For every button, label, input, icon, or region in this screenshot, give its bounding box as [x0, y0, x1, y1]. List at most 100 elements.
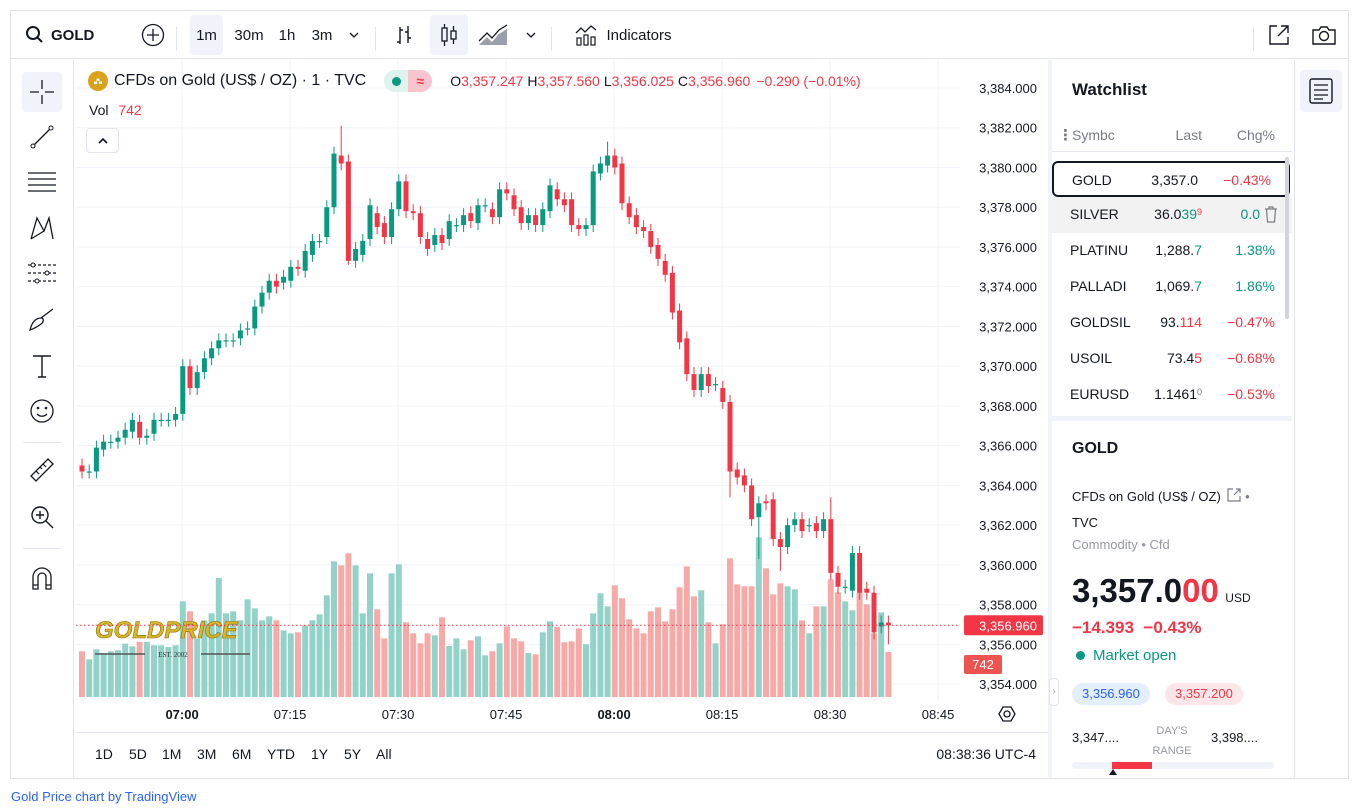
volume-bar: [633, 628, 640, 697]
column-header-last[interactable]: Last: [1175, 127, 1202, 143]
time-axis-label: 08:15: [706, 707, 739, 722]
candle-body: [612, 155, 618, 168]
candle-body: [317, 240, 323, 243]
volume-bar: [179, 601, 186, 697]
volume-bar: [619, 598, 625, 697]
interval-30m[interactable]: 30m: [234, 26, 264, 44]
indicators-button[interactable]: Indicators: [564, 15, 682, 55]
watchlist-toggle-button[interactable]: [1300, 70, 1342, 112]
brush-tool[interactable]: [22, 300, 62, 340]
candle-body: [101, 441, 107, 450]
watermark-est: EST. 2002: [158, 651, 188, 659]
candle-body: [648, 231, 654, 247]
watchlist-row[interactable]: PALLADI 1,069.7 1.86%: [1052, 269, 1292, 305]
forecast-tool[interactable]: [22, 253, 62, 293]
range-6m[interactable]: 6M: [232, 746, 252, 762]
divider: [23, 548, 61, 549]
pattern-tool[interactable]: [22, 208, 62, 248]
candle-body: [129, 419, 135, 432]
watchlist-row[interactable]: USOIL 73.45 −0.68%: [1052, 341, 1292, 377]
smiley-icon: [30, 399, 54, 423]
market-status-pill[interactable]: ≈: [384, 70, 433, 92]
snapshot-button[interactable]: [1307, 15, 1341, 55]
symbol-label: GOLD: [51, 26, 95, 44]
volume-bar: [683, 566, 690, 697]
volume-bar: [655, 607, 661, 697]
magnet-tool[interactable]: [22, 558, 62, 598]
zoom-in-tool[interactable]: [22, 497, 62, 537]
candle-body: [720, 388, 726, 402]
compare-symbol-button[interactable]: [136, 15, 170, 55]
symbol-search-button[interactable]: GOLD: [21, 15, 101, 55]
interval-3m[interactable]: 3m: [311, 26, 333, 44]
candles-chart-type-button[interactable]: [430, 15, 468, 55]
measure-tool[interactable]: [22, 450, 62, 490]
details-name[interactable]: CFDs on Gold (US$ / OZ): [1072, 489, 1221, 504]
range-ytd[interactable]: YTD: [267, 746, 295, 762]
interval-1m[interactable]: 1m: [190, 15, 223, 55]
volume-bar: [763, 568, 769, 697]
bar-chart-type-button[interactable]: [387, 15, 421, 55]
footer-attribution-link[interactable]: Gold Price chart by TradingView: [11, 789, 197, 804]
range-all[interactable]: All: [376, 746, 392, 762]
range-1d[interactable]: 1D: [95, 746, 113, 762]
candle-body: [453, 225, 459, 227]
fib-retracement-tool[interactable]: [22, 162, 62, 202]
price-axis-label: 3,374.000: [979, 280, 1037, 295]
range-1y[interactable]: 1Y: [311, 746, 329, 762]
plus-circle-icon: [141, 23, 165, 47]
candle-body: [432, 235, 438, 245]
candle-body: [324, 207, 330, 238]
chart-settings-icon[interactable]: [998, 706, 1016, 722]
watchlist-row[interactable]: GOLD 3,357.0 −0.43%: [1052, 161, 1290, 197]
collapse-legend-button[interactable]: [86, 128, 119, 153]
divider: [1052, 151, 1292, 152]
range-5y[interactable]: 5Y: [344, 746, 362, 762]
last-tail: 7: [1194, 278, 1202, 294]
volume-bar: [835, 592, 841, 697]
open-popup-button[interactable]: [1263, 15, 1295, 55]
interval-dropdown[interactable]: [343, 15, 365, 55]
emoji-tool[interactable]: [22, 391, 62, 431]
watchlist-row[interactable]: EURUSD 1.14610 −0.53%: [1052, 377, 1292, 413]
candle-body: [662, 260, 668, 275]
separator-dot: •: [1245, 489, 1250, 504]
crosshair-tool[interactable]: [22, 72, 62, 112]
external-link-icon[interactable]: [1227, 488, 1242, 502]
watchlist-row[interactable]: PLATINU 1,288.7 1.38%: [1052, 233, 1292, 269]
row-symbol: SILVER: [1070, 206, 1119, 222]
trend-line-tool[interactable]: [22, 117, 62, 157]
volume-bar: [770, 594, 777, 697]
volume-bar: [719, 624, 726, 697]
clock-timezone[interactable]: 08:38:36 UTC-4: [936, 746, 1036, 762]
volume-bar: [784, 586, 791, 697]
column-menu-icon[interactable]: ⋮: [1058, 127, 1073, 144]
interval-1h[interactable]: 1h: [278, 26, 296, 44]
range-1m[interactable]: 1M: [162, 746, 182, 762]
volume-bar: [79, 651, 85, 697]
candle-body: [381, 223, 387, 238]
panel-separator[interactable]: [1048, 60, 1052, 778]
range-5d[interactable]: 5D: [129, 746, 147, 762]
candle-body: [792, 519, 798, 526]
candle-body: [230, 340, 236, 342]
watchlist-row[interactable]: SILVER 36.0399 0.0: [1052, 197, 1292, 233]
watchlist-scrollbar[interactable]: [1285, 157, 1289, 319]
row-symbol: USOIL: [1070, 350, 1113, 366]
watchlist-row[interactable]: GOLDSIL 93.114 −0.47%: [1052, 305, 1292, 341]
indicators-label: Indicators: [606, 26, 672, 44]
area-chart-type-button[interactable]: [475, 15, 511, 55]
column-header-symbol[interactable]: Symbc: [1072, 127, 1115, 143]
candle-body: [835, 572, 841, 587]
range-3m[interactable]: 3M: [197, 746, 217, 762]
chart-type-dropdown[interactable]: [520, 15, 542, 55]
price-chart[interactable]: GOLDPRICE EST. 2002 3,384.000 3,382.000 3,38…: [76, 60, 1048, 732]
collapse-panel-handle[interactable]: ›: [1049, 678, 1059, 706]
text-tool[interactable]: [22, 346, 62, 386]
column-header-chg[interactable]: Chg%: [1236, 127, 1275, 143]
volume-bar: [626, 619, 633, 697]
row-last: 3,357.0: [1151, 172, 1198, 188]
symbol-title[interactable]: CFDs on Gold (US$ / OZ) · 1 · TVC: [114, 72, 367, 89]
trash-icon[interactable]: [1264, 205, 1278, 226]
chevron-up-icon: [97, 137, 108, 144]
